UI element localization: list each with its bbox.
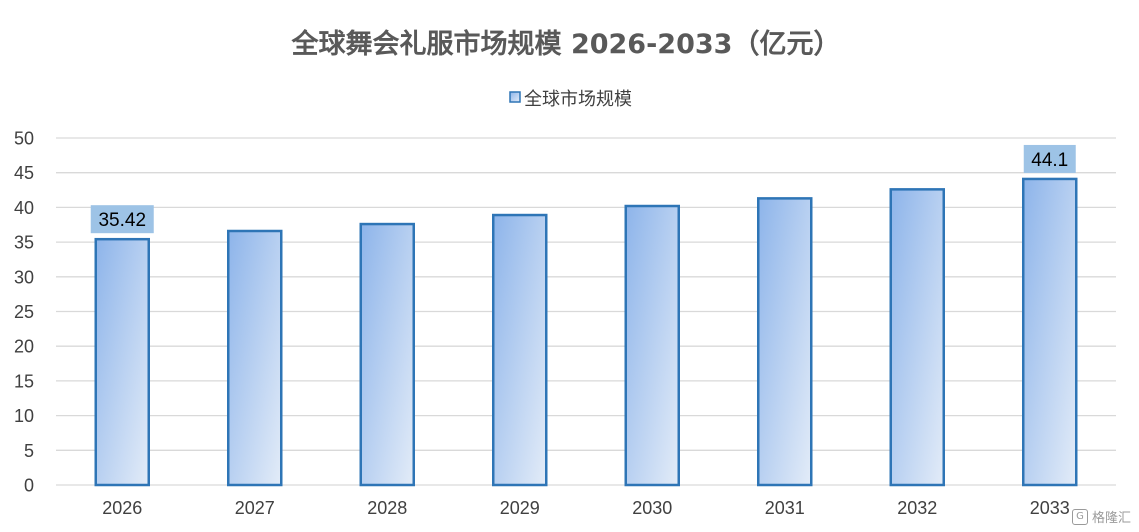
x-tick-label: 2031	[765, 498, 805, 518]
y-tick-label: 10	[14, 406, 34, 426]
x-axis: 2026 2027 2028 2029 2030 2031 2032 2033	[102, 498, 1070, 518]
chart-title: 全球舞会礼服市场规模 2026-2033（亿元）	[291, 28, 841, 60]
legend-label: 全球市场规模	[524, 89, 632, 109]
gelonghui-logo-icon: G	[1071, 508, 1088, 525]
watermark: G 格隆汇	[1071, 507, 1131, 526]
bar	[492, 213, 548, 487]
data-labels: 35.42 44.1	[90, 144, 1076, 234]
legend: 全球市场规模	[509, 89, 632, 109]
x-tick-label: 2030	[632, 498, 672, 518]
bar	[94, 237, 150, 487]
bar	[227, 229, 283, 487]
bar	[1022, 177, 1078, 487]
bar	[359, 222, 415, 487]
x-tick-label: 2028	[367, 498, 407, 518]
x-tick-label: 2027	[235, 498, 275, 518]
y-tick-label: 5	[24, 441, 34, 461]
data-label: 35.42	[90, 205, 154, 234]
data-label-box	[90, 205, 154, 234]
y-tick-label: 35	[14, 233, 34, 253]
y-tick-label: 50	[14, 129, 34, 149]
data-label-text: 44.1	[1031, 150, 1068, 171]
x-tick-label: 2032	[897, 498, 937, 518]
x-tick-label: 2026	[102, 498, 142, 518]
y-tick-label: 15	[14, 371, 34, 391]
bars	[94, 177, 1078, 487]
bar	[889, 188, 945, 487]
x-tick-label: 2033	[1030, 498, 1070, 518]
data-label: 44.1	[1023, 144, 1076, 173]
data-label-box	[1023, 144, 1076, 173]
bar	[624, 204, 680, 487]
x-tick-label: 2029	[500, 498, 540, 518]
y-tick-label: 45	[14, 163, 34, 183]
y-tick-label: 20	[14, 337, 34, 357]
legend-swatch	[509, 91, 521, 103]
y-tick-label: 30	[14, 267, 34, 287]
gridlines	[56, 137, 1116, 486]
y-axis: 0 5 10 15 20 25 30 35 40 45 50	[14, 129, 34, 496]
y-tick-label: 40	[14, 198, 34, 218]
y-tick-label: 0	[24, 476, 34, 496]
watermark-text: 格隆汇	[1091, 511, 1131, 526]
bar	[757, 197, 813, 487]
data-label-text: 35.42	[98, 210, 146, 231]
y-tick-label: 25	[14, 302, 34, 322]
